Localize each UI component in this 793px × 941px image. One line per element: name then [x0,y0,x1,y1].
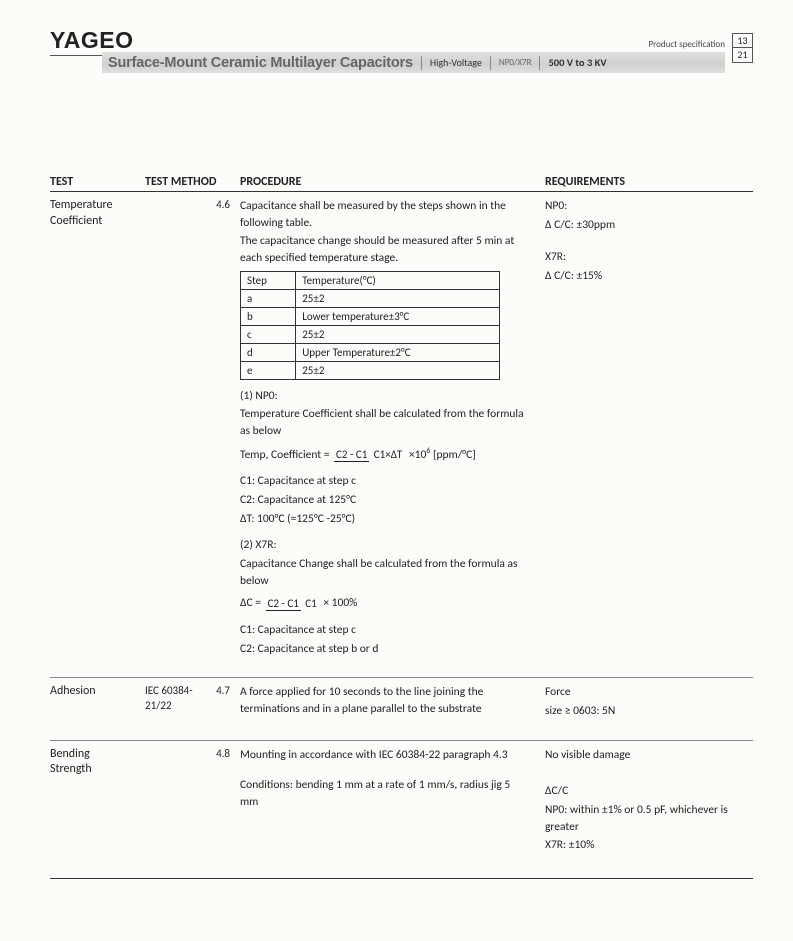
column-headers: TEST TEST METHOD PROCEDURE REQUIREMENTS [50,175,753,192]
requirements: No visible damage ΔC/C NP0: within ±1% o… [545,747,750,856]
method-std: IEC 60384-21/22 [145,684,203,721]
test-method: IEC 60384-21/22 4.7 [145,684,240,721]
col-proc: PROCEDURE [240,175,545,189]
std [145,747,203,856]
p: The capacitance change should be measure… [240,233,529,266]
title-sep [490,56,491,70]
l1: Temperature [50,198,113,212]
row-bending-strength: Bending Strength 4.8 Mounting in accorda… [50,741,753,856]
steps-table: StepTemperature(°C) a25±2 bLower tempera… [240,271,500,380]
p: A force applied for 10 seconds to the li… [240,684,529,717]
title-bar: Surface-Mount Ceramic Multilayer Capacit… [102,52,725,73]
fraction: C2 - C1 C1 [266,598,319,610]
procedure: A force applied for 10 seconds to the li… [240,684,545,721]
title-sub2: NP0/X7R [493,57,538,68]
page-number-box: 13 21 [732,33,753,63]
row-temp-coefficient: Temperature Coefficient 4.6 Capacitance … [50,192,753,659]
col-test: TEST [50,175,145,189]
p: X7R: ±10% [545,837,750,854]
method-num: 4.8 [203,747,240,856]
p: C2: Capacitance at step b or d [240,641,529,658]
row-adhesion: Adhesion IEC 60384-21/22 4.7 A force app… [50,678,753,721]
title-sep [421,56,422,70]
p: C1: Capacitance at step c [240,473,529,490]
p: Capacitance Change shall be calculated f… [240,556,529,589]
table-row: dUpper Temperature±2°C [241,343,500,361]
method-num: 4.7 [203,684,240,721]
title-main: Surface-Mount Ceramic Multilayer Capacit… [102,55,419,71]
formula: Temp, Coefficient = C2 - C1 C1×ΔT ×106 [… [240,446,529,464]
page-current: 13 [732,33,753,48]
test-method: 4.6 [145,198,240,659]
test-name: Temperature Coefficient [50,198,145,659]
table-row: e25±2 [241,361,500,379]
l2: Strength [50,762,92,776]
p: C2: Capacitance at 125°C [240,492,529,509]
l1: Bending [50,747,90,761]
fraction: C2 - C1 C1×ΔT [334,449,404,461]
procedure: Mounting in accordance with IEC 60384-22… [240,747,545,856]
title-sub1: High-Voltage [424,56,488,69]
p: (1) NP0: [240,388,529,405]
spec-label: Product specification [648,39,725,50]
p: No visible damage [545,747,750,764]
test-name: Adhesion [50,684,145,721]
col-method: TEST METHOD [145,175,240,189]
table-row: bLower temperature±3°C [241,307,500,325]
p: NP0: [545,198,750,215]
p: Mounting in accordance with IEC 60384-22… [240,747,529,764]
p: Capacitance shall be measured by the ste… [240,198,529,231]
page-header: YAGEO Product specification 13 21 Surfac… [50,25,753,95]
table-row: a25±2 [241,289,500,307]
p: (2) X7R: [240,537,529,554]
formula: ΔC = C2 - C1 C1 × 100% [240,595,529,612]
table-row: c25±2 [241,325,500,343]
requirements: Force size ≥ 0603: 5N [545,684,750,721]
p: ΔC/C [545,783,750,800]
test-method: 4.8 [145,747,240,856]
page-total: 21 [732,48,753,63]
method-num: 4.6 [203,198,240,659]
p: X7R: [545,249,750,266]
p: size ≥ 0603: 5N [545,703,750,720]
col-req: REQUIREMENTS [545,175,750,189]
content-area: TEST TEST METHOD PROCEDURE REQUIREMENTS … [50,175,753,879]
title-sub3: 500 V to 3 KV [542,56,612,69]
p: ΔT: 100°C (=125°C -25°C) [240,511,529,528]
final-divider [50,878,753,879]
th: Temperature(°C) [296,271,500,289]
std [145,198,203,659]
th: Step [241,271,296,289]
p: Conditions: bending 1 mm at a rate of 1 … [240,777,529,810]
p: Temperature Coefficient shall be calcula… [240,406,529,439]
test-name: Bending Strength [50,747,145,856]
p: NP0: within ±1% or 0.5 pF, whichever is … [545,802,750,835]
l2: Coefficient [50,214,102,228]
procedure: Capacitance shall be measured by the ste… [240,198,545,659]
requirements: NP0: Δ C/C: ±30ppm X7R: Δ C/C: ±15% [545,198,750,659]
p: C1: Capacitance at step c [240,622,529,639]
title-sep [539,56,540,70]
p: Δ C/C: ±15% [545,268,750,285]
p: Force [545,684,750,701]
p: Δ C/C: ±30ppm [545,217,750,234]
